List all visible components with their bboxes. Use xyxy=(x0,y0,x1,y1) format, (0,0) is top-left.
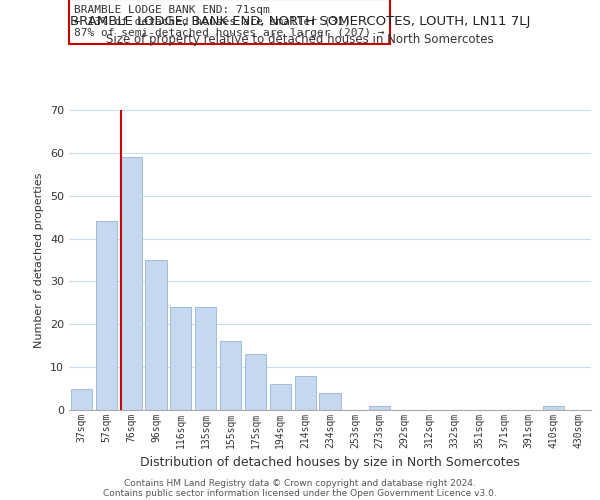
Bar xyxy=(245,354,266,410)
Bar xyxy=(369,406,390,410)
Text: Contains HM Land Registry data © Crown copyright and database right 2024.: Contains HM Land Registry data © Crown c… xyxy=(124,478,476,488)
Bar xyxy=(121,157,142,410)
Bar xyxy=(96,222,117,410)
Text: Contains public sector information licensed under the Open Government Licence v3: Contains public sector information licen… xyxy=(103,488,497,498)
Bar xyxy=(71,388,92,410)
Bar xyxy=(319,393,341,410)
Y-axis label: Number of detached properties: Number of detached properties xyxy=(34,172,44,348)
Bar xyxy=(170,307,191,410)
Bar xyxy=(270,384,291,410)
Bar xyxy=(543,406,564,410)
Text: BRAMBLE LODGE, BANK END, NORTH SOMERCOTES, LOUTH, LN11 7LJ: BRAMBLE LODGE, BANK END, NORTH SOMERCOTE… xyxy=(70,15,530,28)
Bar xyxy=(295,376,316,410)
Text: BRAMBLE LODGE BANK END: 71sqm
← 13% of detached houses are smaller (31)
87% of s: BRAMBLE LODGE BANK END: 71sqm ← 13% of d… xyxy=(74,5,385,38)
Bar xyxy=(145,260,167,410)
X-axis label: Distribution of detached houses by size in North Somercotes: Distribution of detached houses by size … xyxy=(140,456,520,469)
Text: Size of property relative to detached houses in North Somercotes: Size of property relative to detached ho… xyxy=(106,32,494,46)
Bar xyxy=(195,307,216,410)
Bar xyxy=(220,342,241,410)
